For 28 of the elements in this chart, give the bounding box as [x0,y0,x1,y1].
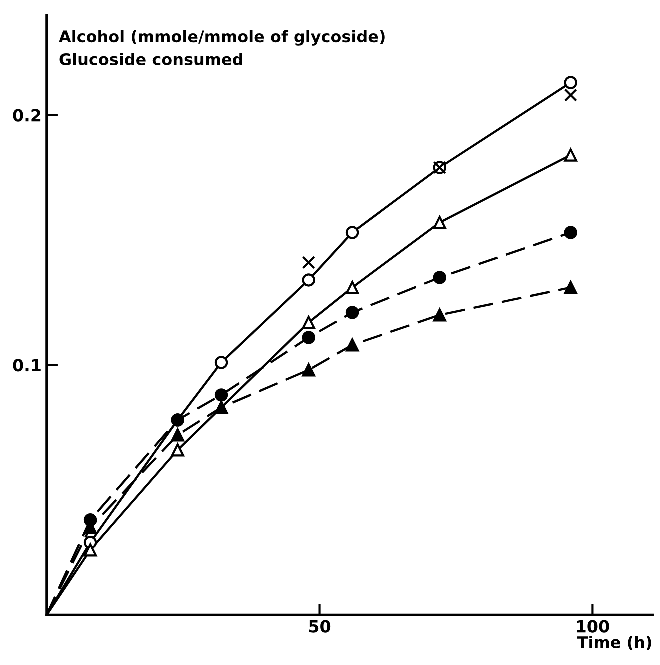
point [302,364,316,377]
point [84,544,98,557]
point [302,274,316,287]
y-axis-title: Alcohol (mmole/mmole of glycoside) Glucoside consumed [59,30,385,66]
point [302,316,316,330]
point [433,216,446,230]
point [171,428,184,442]
point [564,88,578,102]
point [214,356,228,370]
y-tick-label: 0.1 [13,359,41,372]
point [171,444,184,457]
point [564,76,578,90]
x-tick-label: 100 [577,620,610,633]
point [564,226,578,240]
y-tick-label: 0.2 [13,109,41,122]
point [564,281,578,294]
point [433,271,446,284]
x-axis-title: Time (h) [577,636,652,650]
point [433,308,446,322]
x-tick-label: 50 [309,620,331,633]
point [302,256,316,270]
point [214,388,228,402]
point [346,338,360,352]
point [346,306,360,320]
point [302,331,316,344]
point [346,226,360,240]
point [564,148,578,162]
point [346,281,360,294]
